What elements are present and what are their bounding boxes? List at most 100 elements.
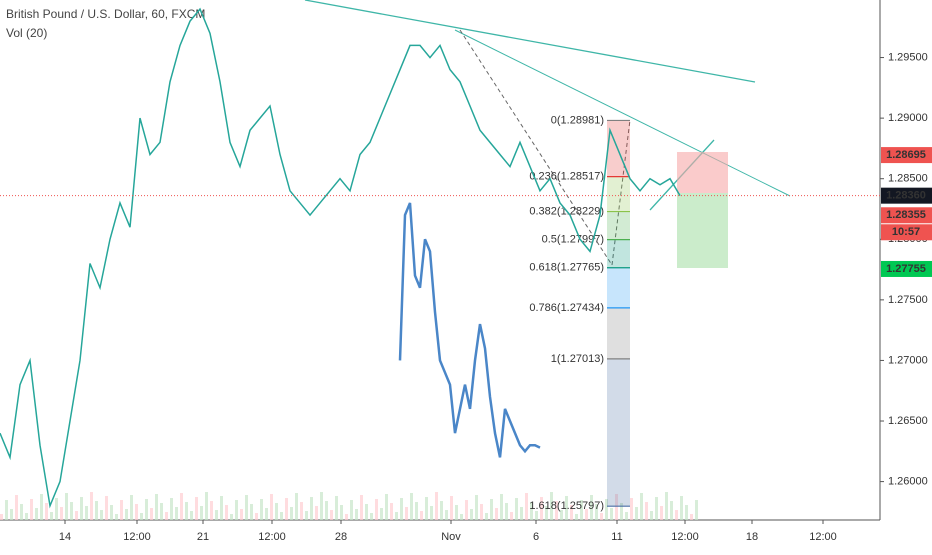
volume-bar: [250, 504, 253, 520]
volume-bar: [635, 507, 638, 520]
volume-bar: [345, 514, 348, 520]
volume-bar: [180, 493, 183, 520]
volume-bar: [560, 510, 563, 520]
volume-bar: [615, 494, 618, 520]
volume-bar: [120, 500, 123, 520]
volume-bar: [380, 508, 383, 520]
price-badge-label: 10:57: [892, 226, 920, 238]
volume-bar: [455, 505, 458, 520]
price-badge: [881, 260, 932, 277]
volume-bar: [245, 495, 248, 520]
volume-bar: [540, 497, 543, 520]
volume-bar: [85, 506, 88, 520]
volume-bar: [445, 510, 448, 520]
volume-bar: [650, 511, 653, 520]
volume-bar: [420, 511, 423, 520]
volume-bar: [65, 493, 68, 520]
volume-bar: [695, 500, 698, 520]
price-line: [0, 7, 681, 509]
volume-bar: [515, 498, 518, 520]
volume-bar: [230, 514, 233, 520]
fib-band: [607, 120, 630, 177]
y-tick-label: 1.26000: [888, 475, 928, 487]
volume-bar: [585, 509, 588, 520]
volume-bar: [675, 510, 678, 520]
volume-bar: [570, 505, 573, 520]
volume-bar: [335, 496, 338, 520]
trend-line: [304, 0, 756, 83]
volume-bar: [395, 512, 398, 520]
volume-bar: [220, 496, 223, 520]
volume-bar: [690, 514, 693, 520]
fib-band: [607, 239, 630, 268]
fib-label: 0.618(1.27765): [529, 262, 604, 274]
volume-bar: [355, 509, 358, 520]
position-target: [677, 193, 728, 268]
volume-bar: [30, 499, 33, 520]
volume-bar: [410, 493, 413, 520]
fib-trend: [611, 119, 631, 266]
volume-bar: [465, 500, 468, 520]
fib-band: [607, 211, 630, 240]
volume-bar: [320, 492, 323, 520]
fib-trend: [459, 29, 613, 266]
volume-bar: [130, 495, 133, 520]
price-line: [398, 202, 541, 458]
volume-bar: [300, 502, 303, 520]
volume-bar: [550, 492, 553, 520]
volume-bar: [640, 493, 643, 520]
volume-bar: [100, 510, 103, 520]
volume-bar: [325, 501, 328, 520]
volume-bar: [80, 497, 83, 520]
volume-bar: [520, 507, 523, 520]
position-stop: [677, 152, 728, 193]
volume-bar: [45, 503, 48, 520]
volume-bar: [660, 506, 663, 520]
fib-band: [607, 358, 630, 507]
x-tick-label: 21: [197, 531, 209, 543]
volume-label: Vol (20): [6, 26, 47, 40]
volume-bar: [600, 513, 603, 520]
x-tick-label: 12:00: [123, 531, 151, 543]
volume-bar: [275, 503, 278, 520]
volume-bar: [365, 504, 368, 520]
volume-bar: [160, 503, 163, 520]
x-tick-label: 6: [533, 531, 539, 543]
x-tick-label: 28: [335, 531, 347, 543]
volume-bar: [285, 498, 288, 520]
volume-bar: [205, 492, 208, 520]
volume-bar: [50, 512, 53, 520]
volume-bar: [580, 500, 583, 520]
volume-bar: [525, 493, 528, 520]
volume-bar: [110, 505, 113, 520]
volume-bar: [315, 506, 318, 520]
volume-bar: [155, 494, 158, 520]
price-badge: [881, 224, 932, 241]
volume-bar: [225, 505, 228, 520]
price-badge-label: 1.28695: [886, 149, 926, 161]
x-tick-label: 12:00: [258, 531, 286, 543]
volume-bar: [440, 501, 443, 520]
volume-bar: [35, 508, 38, 520]
volume-bar: [240, 509, 243, 520]
volume-bar: [25, 513, 28, 520]
volume-bar: [665, 492, 668, 520]
volume-bar: [485, 513, 488, 520]
volume-bar: [165, 512, 168, 520]
volume-bar: [575, 514, 578, 520]
drawings: [304, 0, 791, 268]
volume-bar: [545, 506, 548, 520]
volume-bar: [190, 511, 193, 520]
volume-bar: [210, 501, 213, 520]
volume-bar: [270, 494, 273, 520]
volume-bar: [645, 502, 648, 520]
volume-bar: [195, 497, 198, 520]
volume-bar: [450, 496, 453, 520]
y-tick-label: 1.28500: [888, 173, 928, 185]
volume-bar: [105, 496, 108, 520]
volume-bar: [510, 512, 513, 520]
volume-bar: [685, 505, 688, 520]
volume-bar: [95, 501, 98, 520]
fib-label: 0.5(1.27997): [542, 234, 604, 246]
